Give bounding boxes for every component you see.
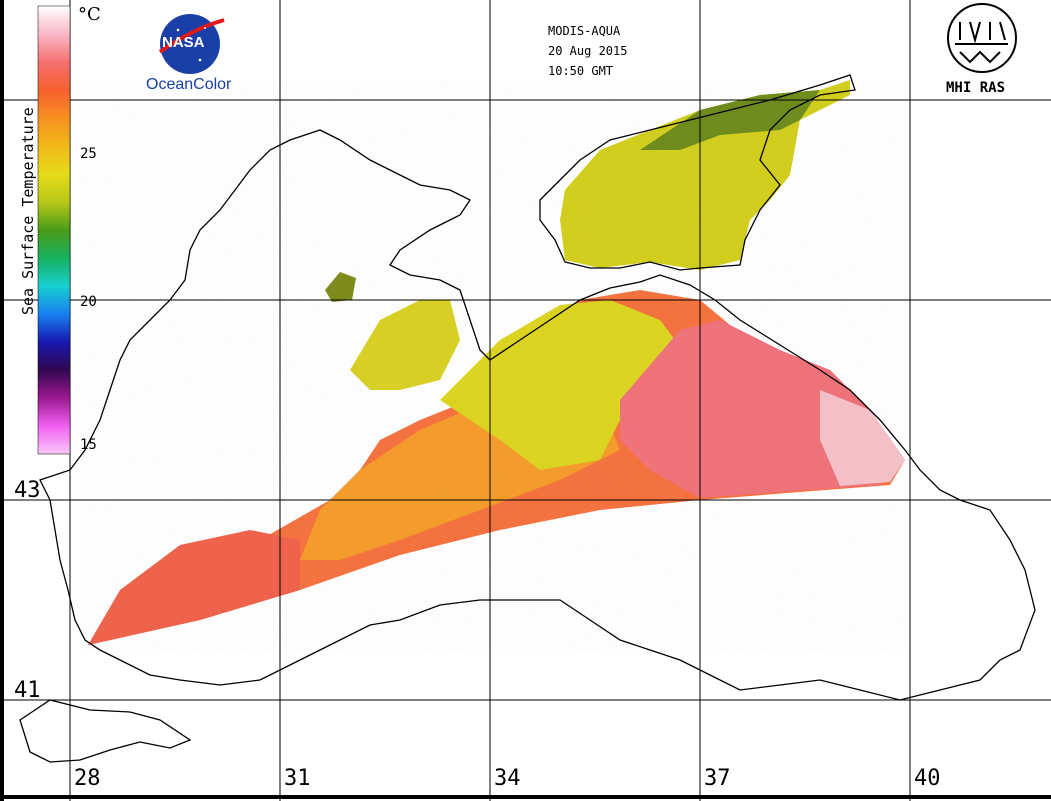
sst-swath: [80, 80, 910, 650]
colorbar-title: Sea Surface Temperature: [19, 107, 37, 315]
colorbar-unit: °C: [78, 4, 101, 25]
colorbar: [37, 5, 71, 455]
mhi-logo: [947, 3, 1017, 73]
nasa-logo-text: NASA: [162, 34, 205, 51]
header-satellite: MODIS-AQUA: [548, 24, 621, 38]
oceancolor-text: OceanColor: [146, 76, 232, 93]
coastline: [19, 74, 1036, 763]
lat-label-41: 41: [14, 678, 41, 703]
colorbar-tick-15: 15: [80, 437, 97, 453]
header-date: 20 Aug 2015: [548, 44, 628, 58]
lon-label-37: 37: [704, 766, 731, 791]
coastline-north: [39, 129, 1036, 701]
lon-label-28: 28: [74, 766, 101, 791]
mhi-logo-text: MHI RAS: [946, 80, 1006, 96]
lon-label-40: 40: [914, 766, 941, 791]
coastline-azov: [539, 74, 856, 271]
colorbar-bar: [37, 5, 71, 455]
lon-label-34: 34: [494, 766, 521, 791]
coastline-bosporus: [19, 699, 192, 763]
nasa-logo: [158, 14, 225, 74]
lat-label-43: 43: [14, 478, 41, 503]
colorbar-tick-25: 25: [80, 146, 97, 162]
header-time: 10:50 GMT: [548, 64, 614, 78]
colorbar-tick-20: 20: [80, 294, 97, 310]
lon-label-31: 31: [284, 766, 311, 791]
